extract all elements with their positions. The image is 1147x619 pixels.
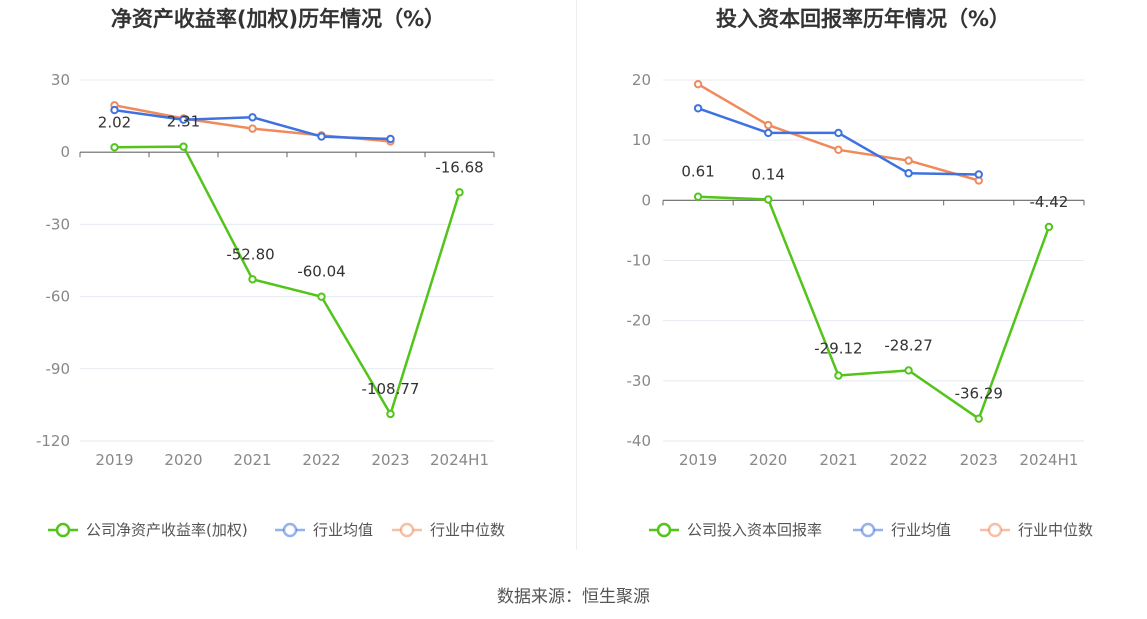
- series-line: [114, 145, 461, 416]
- data-point: [248, 275, 257, 284]
- legend-marker: [656, 522, 672, 538]
- data-point: [248, 113, 257, 122]
- data-point: [179, 115, 188, 124]
- data-label: -28.27: [884, 336, 932, 354]
- x-tick-label: 2024H1: [430, 451, 489, 469]
- y-tick-label: 30: [51, 71, 70, 89]
- roic-chart: 投入资本回报率历年情况（%） 20 10 0 -10 -20 -30 -40 2019 2020 2…: [627, 7, 1094, 539]
- data-label: -60.04: [297, 263, 345, 281]
- legend-label: 行业均值: [313, 521, 373, 539]
- data-point: [904, 366, 913, 375]
- data-point: [317, 132, 326, 141]
- data-label: 0.14: [752, 165, 785, 183]
- chart-roic-panel: 投入资本回报率历年情况（%） 20 10 0 -10 -20 -30 -40 2019 2020 2…: [577, 0, 1147, 560]
- data-point: [904, 169, 913, 178]
- data-point: [110, 143, 119, 152]
- data-point: [834, 128, 843, 138]
- x-tick-label: 2023: [371, 451, 409, 469]
- data-label: -4.42: [1030, 193, 1069, 211]
- y-tick-label: -120: [36, 432, 70, 450]
- y-tick-label: -10: [627, 252, 652, 270]
- legend-label: 行业中位数: [430, 521, 505, 539]
- data-point: [974, 414, 983, 423]
- y-tick-label: 0: [641, 191, 651, 209]
- x-tick-label: 2021: [233, 451, 271, 469]
- x-tick-label: 2023: [960, 451, 998, 469]
- data-point: [110, 105, 119, 115]
- data-point: [764, 120, 773, 130]
- legend-marker: [399, 522, 415, 538]
- y-tick-label: -90: [46, 360, 71, 378]
- legend-label: 公司净资产收益率(加权): [86, 521, 248, 539]
- series-line: [114, 104, 391, 143]
- data-label: 0.61: [681, 163, 714, 181]
- data-point: [904, 156, 913, 165]
- data-point: [764, 128, 773, 138]
- legend-marker: [987, 522, 1003, 538]
- data-label: 2.31: [167, 113, 200, 131]
- legend-label: 公司投入资本回报率: [687, 521, 822, 539]
- data-point: [386, 409, 395, 419]
- data-label: -29.12: [814, 340, 862, 358]
- data-label: -16.68: [435, 158, 483, 176]
- data-point: [693, 192, 703, 201]
- data-label: -36.29: [955, 385, 1003, 403]
- data-point: [179, 142, 188, 151]
- series-line: [697, 107, 979, 176]
- y-tick-label: -40: [627, 432, 652, 450]
- y-tick-label: -30: [627, 372, 652, 390]
- data-point: [317, 292, 326, 301]
- data-point: [693, 80, 703, 89]
- data-label: -52.80: [226, 245, 274, 263]
- data-point: [693, 104, 703, 113]
- data-point: [834, 371, 843, 380]
- x-tick-label: 2019: [679, 451, 717, 469]
- panel-divider: [576, 0, 577, 550]
- legend-label: 行业均值: [891, 521, 951, 539]
- legend-label: 行业中位数: [1018, 521, 1093, 539]
- legend-marker: [860, 522, 876, 538]
- x-tick-label: 2020: [164, 451, 202, 469]
- chart-roe-panel: 净资产收益率(加权)历年情况（%） 30 0 -30 -60 -90 -120 2019 202…: [0, 0, 576, 560]
- y-tick-label: 20: [632, 71, 651, 89]
- data-point: [974, 170, 983, 179]
- x-tick-label: 2019: [95, 451, 133, 469]
- data-point: [386, 134, 395, 144]
- y-tick-label: 10: [632, 131, 651, 149]
- chart-title: 投入资本回报率历年情况（%）: [716, 7, 1010, 31]
- series-line: [698, 195, 1051, 420]
- data-point: [1044, 222, 1054, 232]
- y-tick-label: -30: [46, 215, 71, 233]
- legend-marker: [282, 522, 298, 538]
- x-tick-label: 2022: [889, 451, 927, 469]
- data-point: [455, 188, 464, 197]
- data-point: [764, 195, 773, 204]
- legend-marker: [55, 522, 71, 538]
- y-tick-label: -20: [627, 312, 652, 330]
- data-source-note: 数据来源：恒生聚源: [497, 587, 650, 607]
- x-tick-label: 2022: [302, 451, 340, 469]
- data-label: -108.77: [362, 380, 420, 398]
- y-tick-label: 0: [60, 143, 70, 161]
- data-label: 2.02: [98, 113, 131, 131]
- y-tick-label: -60: [46, 288, 71, 306]
- data-point: [248, 124, 257, 133]
- x-tick-label: 2024H1: [1019, 451, 1078, 469]
- x-tick-label: 2021: [819, 451, 857, 469]
- chart-title: 净资产收益率(加权)历年情况（%）: [111, 7, 445, 31]
- x-tick-label: 2020: [749, 451, 787, 469]
- roe-chart: 净资产收益率(加权)历年情况（%） 30 0 -30 -60 -90 -120 2019 202…: [36, 7, 505, 539]
- data-point: [834, 145, 843, 154]
